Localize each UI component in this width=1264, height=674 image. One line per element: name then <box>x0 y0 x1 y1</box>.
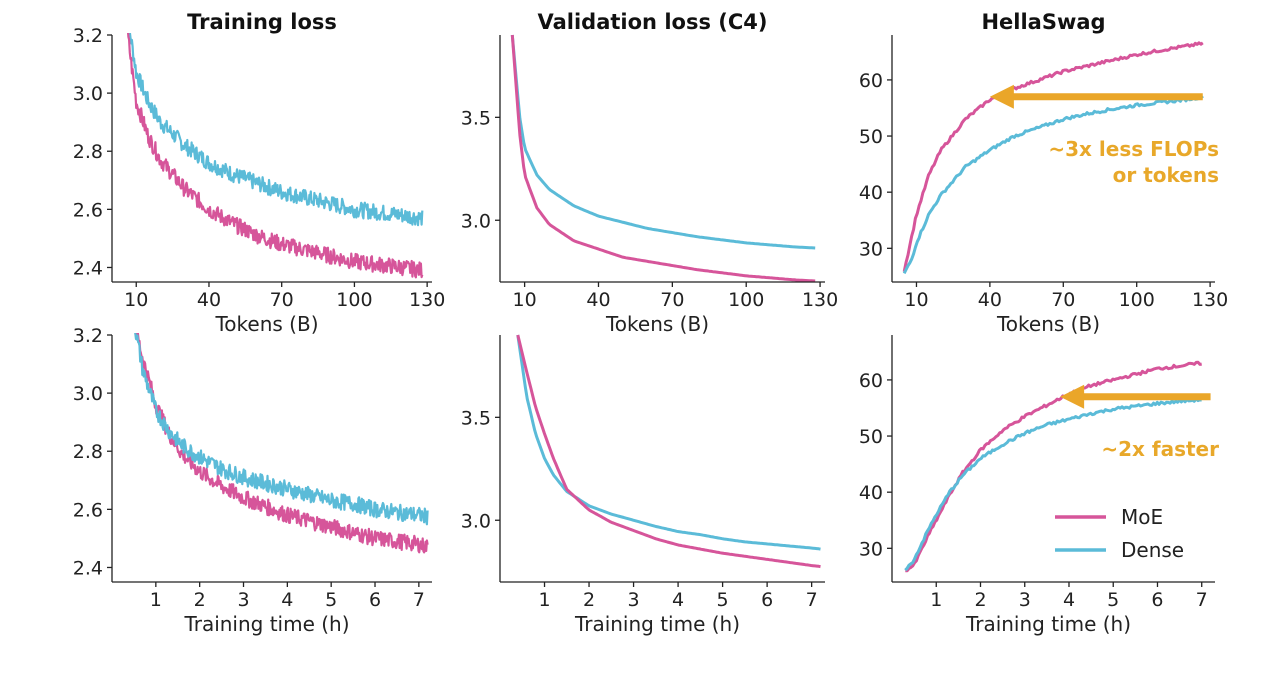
x-tick-label: 70 <box>270 289 294 311</box>
x-tick-label: 4 <box>281 589 293 611</box>
series-line-dense <box>902 94 1204 275</box>
y-tick-label: 30 <box>859 538 883 560</box>
x-tick-label: 130 <box>1192 289 1228 311</box>
x-tick-label: 4 <box>672 589 684 611</box>
x-axis-label: Tokens (B) <box>605 312 709 336</box>
y-tick-label: 40 <box>859 482 883 504</box>
annotation-text: or tokens <box>1113 163 1219 187</box>
panel-title: Training loss <box>187 10 337 34</box>
series-line-dense <box>510 34 816 250</box>
x-tick-label: 6 <box>761 589 773 611</box>
y-tick-label: 2.8 <box>73 141 103 163</box>
x-tick-label: 3 <box>237 589 249 611</box>
y-tick-label: 3.0 <box>73 83 103 105</box>
y-tick-label: 3.5 <box>461 407 491 429</box>
series-line-moe <box>516 334 821 569</box>
y-tick-label: 3.0 <box>461 210 491 232</box>
x-tick-label: 40 <box>978 289 1002 311</box>
x-axis-label: Tokens (B) <box>996 312 1100 336</box>
x-tick-label: 6 <box>369 589 381 611</box>
panel-title: Validation loss (C4) <box>538 10 768 34</box>
x-tick-label: 10 <box>904 289 928 311</box>
x-tick-label: 130 <box>802 289 838 311</box>
x-tick-label: 1 <box>538 589 550 611</box>
legend-label: Dense <box>1121 538 1184 562</box>
y-tick-label: 30 <box>859 238 883 260</box>
legend: MoE Dense <box>1055 505 1184 562</box>
series-line-moe <box>510 34 816 282</box>
x-tick-label: 70 <box>660 289 684 311</box>
series-line-dense <box>516 334 821 551</box>
y-tick-label: 50 <box>859 426 883 448</box>
x-tick-label: 5 <box>717 589 729 611</box>
series-line-moe <box>126 33 424 279</box>
legend-label: MoE <box>1121 505 1163 529</box>
series-line-dense <box>134 333 429 526</box>
x-tick-label: 10 <box>513 289 537 311</box>
annotation-text: ~3x less FLOPs <box>1048 137 1219 161</box>
panel-hella-tokens: 10 40 70 100 130 30 40 50 60 HellaSwag Tokens (B) ~… <box>859 10 1228 336</box>
series-line-dense <box>127 33 424 227</box>
series-group <box>902 41 1204 275</box>
x-tick-label: 3 <box>1019 589 1031 611</box>
y-tick-label: 2.4 <box>73 557 103 579</box>
y-tick-label: 3.0 <box>461 510 491 532</box>
series-group <box>516 334 821 569</box>
x-tick-label: 5 <box>325 589 337 611</box>
annotation-arrow-head <box>1060 384 1085 409</box>
x-tick-label: 10 <box>124 289 148 311</box>
x-tick-label: 100 <box>728 289 764 311</box>
x-tick-label: 130 <box>409 289 445 311</box>
series-line-dense <box>904 397 1202 572</box>
y-tick-label: 2.4 <box>73 257 103 279</box>
x-tick-label: 100 <box>336 289 372 311</box>
x-tick-label: 6 <box>1151 589 1163 611</box>
panel-title: HellaSwag <box>981 10 1105 34</box>
series-group <box>510 34 816 282</box>
x-tick-label: 1 <box>150 589 162 611</box>
series-group <box>904 360 1202 573</box>
x-tick-label: 2 <box>974 589 986 611</box>
y-tick-label: 3.5 <box>461 107 491 129</box>
x-axis-label: Training time (h) <box>965 612 1131 636</box>
x-tick-label: 40 <box>197 289 221 311</box>
panel-hella-time: 1 2 3 4 5 6 7 30 40 50 60 Training time (h) ~2x fast… <box>859 335 1219 636</box>
annotation-text: ~2x faster <box>1101 437 1219 461</box>
y-tick-label: 40 <box>859 182 883 204</box>
x-tick-label: 100 <box>1119 289 1155 311</box>
annotation-arrow-head <box>989 84 1014 109</box>
y-tick-label: 2.6 <box>73 199 103 221</box>
x-tick-label: 3 <box>628 589 640 611</box>
x-tick-label: 5 <box>1107 589 1119 611</box>
series-group <box>134 333 429 554</box>
y-tick-label: 3.2 <box>73 25 103 47</box>
y-tick-label: 3.2 <box>73 325 103 347</box>
x-tick-label: 2 <box>583 589 595 611</box>
x-axis-label: Tokens (B) <box>214 312 318 336</box>
y-tick-label: 60 <box>859 370 883 392</box>
x-axis-label: Training time (h) <box>574 612 740 636</box>
panel-val-time: 1 2 3 4 5 6 7 3.0 3.5 Training time (h) <box>461 334 825 636</box>
x-tick-label: 2 <box>194 589 206 611</box>
panel-train-time: 1 2 3 4 5 6 7 2.4 2.6 2.8 3.0 3.2 Training time (h) <box>73 325 432 636</box>
y-tick-label: 50 <box>859 126 883 148</box>
panel-train-tokens: 10 40 70 100 130 2.4 2.6 2.8 3.0 3.2 Training loss… <box>73 10 446 336</box>
series-group <box>126 33 424 279</box>
y-tick-label: 2.6 <box>73 499 103 521</box>
x-tick-label: 4 <box>1063 589 1075 611</box>
series-line-moe <box>902 41 1204 272</box>
x-tick-label: 1 <box>930 589 942 611</box>
x-tick-label: 7 <box>413 589 425 611</box>
x-tick-label: 70 <box>1051 289 1075 311</box>
y-tick-label: 2.8 <box>73 441 103 463</box>
panel-val-tokens: 10 40 70 100 130 3.0 3.5 Validation loss (C4) To… <box>461 10 838 336</box>
x-tick-label: 7 <box>1196 589 1208 611</box>
x-tick-label: 40 <box>586 289 610 311</box>
x-axis-label: Training time (h) <box>183 612 349 636</box>
y-tick-label: 60 <box>859 70 883 92</box>
x-tick-label: 7 <box>806 589 818 611</box>
y-tick-label: 3.0 <box>73 383 103 405</box>
